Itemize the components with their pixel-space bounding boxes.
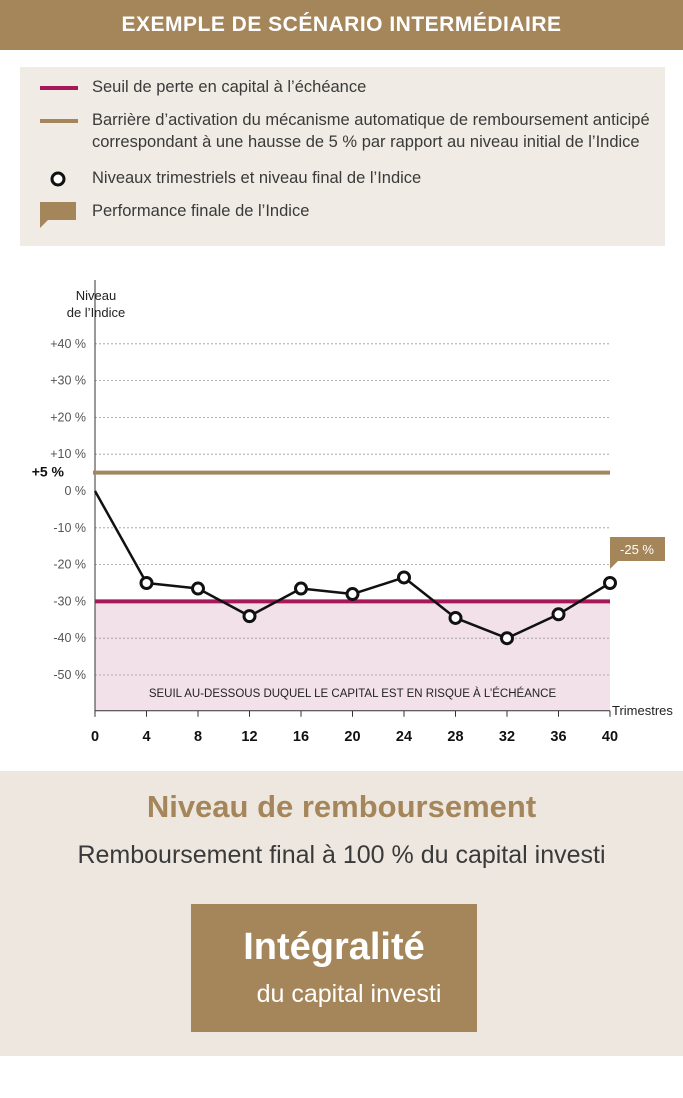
x-tick-label: 24 [396,729,412,745]
legend-label: Seuil de perte en capital à l’échéance [92,78,367,96]
data-point [242,609,257,624]
data-point [345,587,360,602]
magenta-line-icon [40,86,78,90]
x-tick-label: 12 [241,729,257,745]
repayment-box: Intégralité du capital investi [191,904,477,1032]
repayment-title: Niveau de remboursement [146,789,537,824]
y-tick-label: +20 % [50,410,86,424]
data-point [500,631,514,646]
y-axis-label: Niveau [76,288,116,303]
gold-line-icon [40,119,78,123]
data-point [139,576,154,590]
data-point [448,610,463,625]
y-tick-label: 0 % [64,484,86,498]
scenario-header: EXEMPLE DE SCÉNARIO INTERMÉDIAIRE [0,0,683,50]
repayment-subtitle: Remboursement final à 100 % du capital i… [77,841,606,869]
x-tick-label: 40 [602,729,618,745]
legend-label: Barrière d’activation du mécanisme autom… [92,111,650,151]
legend-label: Niveaux trimestriels et niveau final de … [92,169,422,187]
final-performance-callout [610,537,665,569]
chart-canvas: +40 % +30 % +20 % +10 % 0 % -10 % -20 % -30 % -4… [32,280,673,745]
y-tick-label: -10 % [53,521,86,535]
y-tick-label: +10 % [50,447,86,461]
y-tick-label: -20 % [53,558,86,572]
data-point [603,576,617,590]
y-tick-label: +40 % [50,337,86,351]
x-tick-label: 20 [344,729,360,745]
x-tick-label: 8 [194,729,202,745]
callout-icon [40,202,76,228]
repayment-box-small: du capital investi [256,980,442,1008]
chart-legend: Seuil de perte en capital à l’échéance B… [20,67,665,246]
data-point [397,570,411,585]
barrier-label: +5 % [32,464,65,480]
x-tick-label: 4 [142,729,150,745]
data-point [294,581,308,596]
x-tick-label: 36 [550,729,566,745]
x-tick-label: 0 [91,729,99,745]
scenario-title: EXEMPLE DE SCÉNARIO INTERMÉDIAIRE [121,13,562,36]
x-tick-label: 16 [293,729,309,745]
final-performance-label: -25 % [620,542,654,557]
repayment-panel: Niveau de remboursement Remboursement fi… [0,771,683,1056]
y-tick-label: -40 % [53,631,86,645]
legend-label: Performance finale de l’Indice [92,202,310,220]
x-tick-label: 28 [447,729,463,745]
data-point [551,607,566,622]
data-point [191,581,205,596]
y-tick-label: -50 % [53,668,86,682]
circle-marker-icon [50,171,66,187]
y-tick-label: -30 % [53,594,86,608]
x-axis-label: Trimestres [612,703,673,718]
y-tick-label: +30 % [50,374,86,388]
risk-zone-label: SEUIL AU-DESSOUS DUQUEL LE CAPITAL EST E… [149,687,557,700]
repayment-box-big: Intégralité [243,926,425,968]
index-level-chart: +40 % +30 % +20 % +10 % 0 % -10 % -20 % -30 % -4… [0,270,683,760]
risk-zone [95,601,610,711]
y-axis-label: de l’Indice [67,305,126,320]
x-tick-label: 32 [499,729,515,745]
